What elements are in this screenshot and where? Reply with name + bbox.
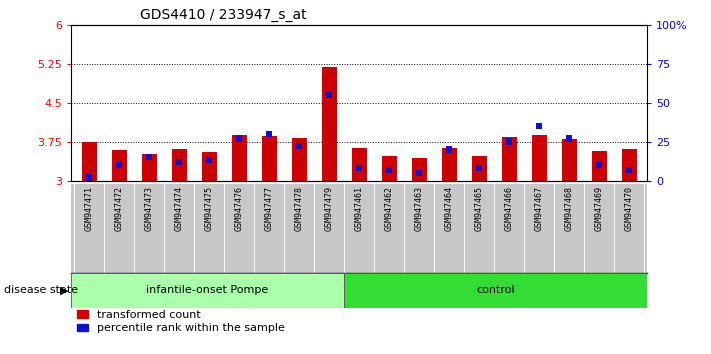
Bar [562,139,577,181]
Bar [386,166,392,173]
Bar [626,166,632,173]
Bar [592,151,606,181]
Text: disease state: disease state [4,285,77,295]
Bar [171,149,186,181]
Bar [351,148,367,181]
Text: GSM947468: GSM947468 [565,186,574,231]
Bar [344,273,647,308]
Bar [536,123,542,129]
Text: ▶: ▶ [60,285,69,295]
Bar [176,159,182,165]
Text: GSM947464: GSM947464 [444,186,454,231]
Text: GSM947477: GSM947477 [264,186,274,231]
Bar [326,92,332,98]
Text: GSM947472: GSM947472 [114,186,124,231]
Bar [566,135,572,142]
Bar [236,135,242,142]
Text: GSM947467: GSM947467 [535,186,543,231]
Bar [146,154,152,160]
Text: GSM947463: GSM947463 [415,186,424,231]
Text: GSM947476: GSM947476 [235,186,244,231]
Text: GSM947469: GSM947469 [594,186,604,231]
Bar [292,138,306,181]
Bar [471,156,486,181]
Bar [116,162,122,168]
Text: GSM947465: GSM947465 [474,186,483,231]
Bar [141,154,156,181]
Text: GDS4410 / 233947_s_at: GDS4410 / 233947_s_at [140,8,307,22]
Bar [82,142,97,181]
Bar [382,156,397,181]
Text: GSM947475: GSM947475 [205,186,213,231]
Bar [202,152,217,181]
Text: GSM947470: GSM947470 [624,186,634,231]
Bar [596,162,602,168]
Text: control: control [476,285,515,295]
Bar [266,131,272,137]
Bar [446,146,452,153]
Bar [532,135,547,181]
Bar [416,170,422,176]
Text: GSM947473: GSM947473 [144,186,154,231]
Bar [506,138,512,145]
Text: GSM947474: GSM947474 [175,186,183,231]
Text: infantile-onset Pompe: infantile-onset Pompe [146,285,269,295]
Bar [412,158,427,181]
Bar [476,165,482,171]
Bar [86,174,92,181]
Bar [71,273,344,308]
Bar [442,148,456,181]
Bar [321,67,336,181]
Bar [262,136,277,181]
Bar [501,137,516,181]
Bar [621,149,636,181]
Bar [356,165,362,171]
Text: GSM947479: GSM947479 [324,186,333,231]
Bar [112,150,127,181]
Bar [296,143,302,149]
Legend: transformed count, percentile rank within the sample: transformed count, percentile rank withi… [77,310,284,333]
Text: GSM947466: GSM947466 [505,186,513,231]
Text: GSM947478: GSM947478 [294,186,304,231]
Text: GSM947471: GSM947471 [85,186,94,231]
Text: GSM947461: GSM947461 [355,186,363,231]
Bar [206,157,212,164]
Bar [232,135,247,181]
Text: GSM947462: GSM947462 [385,186,394,231]
